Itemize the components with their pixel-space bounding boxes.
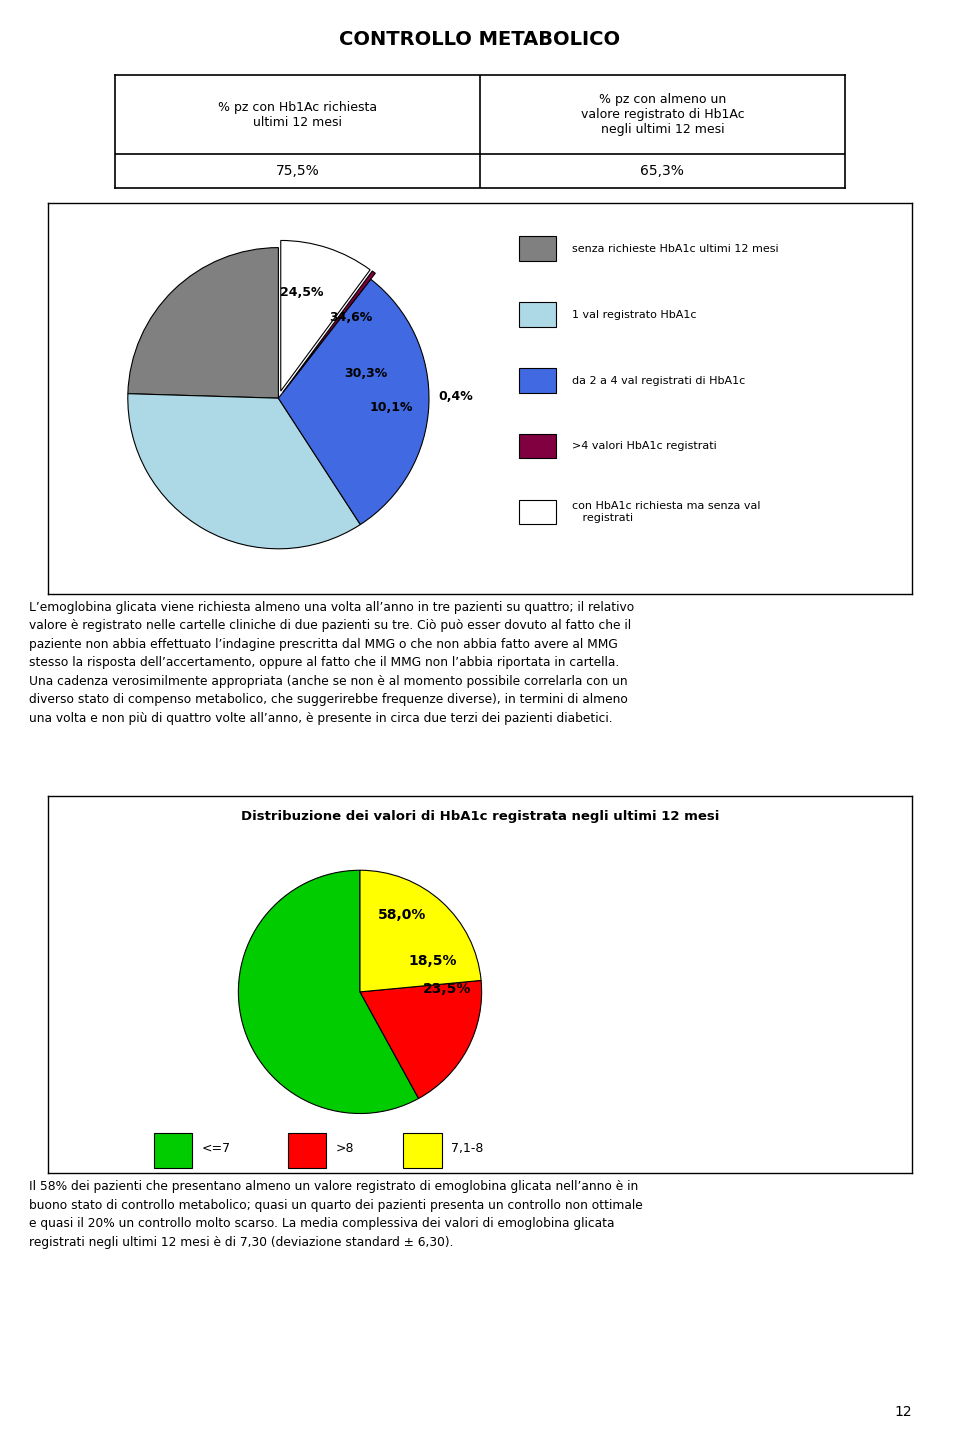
Wedge shape [128, 394, 360, 549]
Bar [288, 1132, 326, 1167]
Text: 10,1%: 10,1% [370, 401, 413, 414]
Text: 65,3%: 65,3% [640, 164, 684, 178]
Text: 23,5%: 23,5% [423, 982, 471, 996]
Text: % pz con Hb1Ac richiesta
ultimi 12 mesi: % pz con Hb1Ac richiesta ultimi 12 mesi [218, 101, 377, 129]
Wedge shape [280, 240, 371, 391]
Text: L’emoglobina glicata viene richiesta almeno una volta all’anno in tre pazienti s: L’emoglobina glicata viene richiesta alm… [29, 601, 634, 725]
Wedge shape [283, 271, 375, 392]
Text: 58,0%: 58,0% [378, 908, 426, 922]
Bar [519, 303, 556, 327]
Text: Distribuzione dei valori di HbA1c registrata negli ultimi 12 mesi: Distribuzione dei valori di HbA1c regist… [241, 809, 719, 822]
Bar [519, 236, 556, 261]
Text: 75,5%: 75,5% [276, 164, 320, 178]
Text: >4 valori HbA1c registrati: >4 valori HbA1c registrati [572, 442, 716, 452]
Bar [519, 368, 556, 392]
Text: con HbA1c richiesta ma senza val
   registrati: con HbA1c richiesta ma senza val registr… [572, 501, 760, 523]
Text: >8: >8 [336, 1142, 354, 1154]
Bar [519, 500, 556, 524]
Bar [519, 434, 556, 459]
Text: 34,6%: 34,6% [329, 311, 372, 324]
Bar [403, 1132, 442, 1167]
Wedge shape [128, 248, 278, 398]
Wedge shape [360, 980, 482, 1099]
Text: <=7: <=7 [202, 1142, 230, 1154]
Bar [154, 1132, 192, 1167]
Wedge shape [278, 279, 429, 524]
Wedge shape [360, 870, 481, 992]
Text: 24,5%: 24,5% [279, 285, 324, 298]
Text: da 2 a 4 val registrati di HbA1c: da 2 a 4 val registrati di HbA1c [572, 375, 745, 385]
Text: 7,1-8: 7,1-8 [451, 1142, 484, 1154]
Wedge shape [238, 870, 419, 1114]
Text: Il 58% dei pazienti che presentano almeno un valore registrato di emoglobina gli: Il 58% dei pazienti che presentano almen… [29, 1180, 642, 1248]
Text: 12: 12 [895, 1405, 912, 1419]
Text: 1 val registrato HbA1c: 1 val registrato HbA1c [572, 310, 696, 320]
Text: 18,5%: 18,5% [409, 954, 457, 969]
Text: 30,3%: 30,3% [344, 368, 387, 381]
Text: CONTROLLO METABOLICO: CONTROLLO METABOLICO [340, 30, 620, 49]
Text: senza richieste HbA1c ultimi 12 mesi: senza richieste HbA1c ultimi 12 mesi [572, 243, 779, 253]
Text: % pz con almeno un
valore registrato di Hb1Ac
negli ultimi 12 mesi: % pz con almeno un valore registrato di … [581, 93, 744, 136]
Text: 0,4%: 0,4% [439, 391, 473, 404]
